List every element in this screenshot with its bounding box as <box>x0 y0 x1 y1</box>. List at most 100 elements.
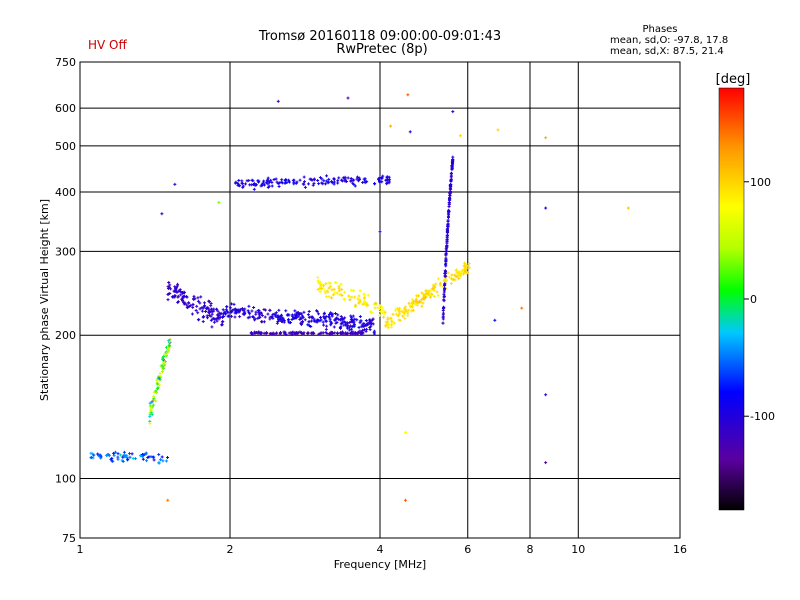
data-point <box>323 316 327 320</box>
data-point <box>250 309 254 313</box>
data-point <box>307 309 311 313</box>
data-point <box>315 320 319 324</box>
data-point <box>337 293 341 297</box>
data-point <box>157 461 161 465</box>
data-point <box>329 321 333 325</box>
data-point <box>98 453 102 457</box>
data-point <box>380 176 384 180</box>
data-point <box>322 179 326 183</box>
data-point <box>337 289 341 293</box>
data-point <box>262 179 266 183</box>
data-point <box>207 311 211 315</box>
data-point <box>520 306 524 310</box>
data-point <box>336 179 340 183</box>
data-point <box>467 262 471 266</box>
data-point <box>160 370 164 374</box>
data-point <box>378 307 382 311</box>
x-tick-label: 8 <box>527 543 534 556</box>
data-point <box>337 176 341 180</box>
data-point <box>356 331 360 335</box>
data-point <box>234 180 238 184</box>
data-point <box>324 320 328 324</box>
data-point <box>335 291 339 295</box>
data-point <box>297 313 301 317</box>
data-point <box>343 175 347 179</box>
data-point <box>166 298 170 302</box>
data-point <box>446 220 450 224</box>
data-point <box>306 313 310 317</box>
data-point <box>438 283 442 287</box>
data-point <box>151 403 155 407</box>
data-point <box>264 181 268 185</box>
data-point <box>357 176 361 180</box>
data-point <box>441 321 445 325</box>
data-point <box>151 398 155 402</box>
data-point <box>380 180 384 184</box>
data-point <box>260 320 264 324</box>
axis-ticks: 1 2 4 6 8 10 16 75 100 200 300 400 500 600 750 <box>55 56 687 556</box>
data-point <box>329 330 333 334</box>
data-point <box>312 178 316 182</box>
data-point <box>289 321 293 325</box>
data-point <box>340 288 344 292</box>
data-point <box>277 181 281 185</box>
data-point <box>339 315 343 319</box>
data-point <box>247 304 251 308</box>
data-point <box>408 303 412 307</box>
data-point <box>319 316 323 320</box>
data-point <box>312 181 316 185</box>
data-point <box>349 178 353 182</box>
data-point <box>449 179 453 183</box>
data-point <box>274 311 278 315</box>
stats-title: Phases <box>642 24 677 35</box>
data-point <box>192 294 196 298</box>
data-point <box>148 404 152 408</box>
data-point <box>158 375 162 379</box>
data-point <box>180 297 184 301</box>
data-point <box>351 314 355 318</box>
data-point <box>198 301 202 305</box>
data-point <box>331 331 335 335</box>
data-point <box>444 252 448 256</box>
data-point <box>254 310 258 314</box>
data-point <box>306 323 310 327</box>
data-point <box>294 314 298 318</box>
data-point <box>157 453 161 457</box>
data-point <box>442 299 446 303</box>
data-point <box>441 315 445 319</box>
data-point <box>200 306 204 310</box>
data-point <box>197 318 201 322</box>
data-point <box>259 184 263 188</box>
data-point <box>544 393 548 397</box>
data-point <box>260 182 264 186</box>
data-point <box>215 313 219 317</box>
data-point <box>352 323 356 327</box>
y-tick-label: 500 <box>55 140 76 153</box>
data-point <box>324 295 328 299</box>
data-point <box>626 206 630 210</box>
data-point <box>128 455 132 459</box>
data-point <box>359 331 363 335</box>
data-point <box>403 430 407 434</box>
data-point <box>344 321 348 325</box>
data-point <box>327 177 331 181</box>
data-point <box>90 455 94 459</box>
data-point <box>432 294 436 298</box>
data-point <box>381 310 385 314</box>
data-point <box>185 303 189 307</box>
data-point <box>327 286 331 290</box>
data-point <box>205 316 209 320</box>
data-point <box>89 451 93 455</box>
data-point <box>167 285 171 289</box>
data-point <box>145 459 149 463</box>
data-point <box>366 321 370 325</box>
data-point <box>307 182 311 186</box>
data-point <box>376 306 380 310</box>
data-point <box>327 314 331 318</box>
data-point <box>330 296 334 300</box>
data-point <box>346 322 350 326</box>
data-point <box>496 128 500 132</box>
data-point <box>201 320 205 324</box>
chart-title: Tromsø 20160118 09:00:00-09:01:43 <box>258 29 501 44</box>
